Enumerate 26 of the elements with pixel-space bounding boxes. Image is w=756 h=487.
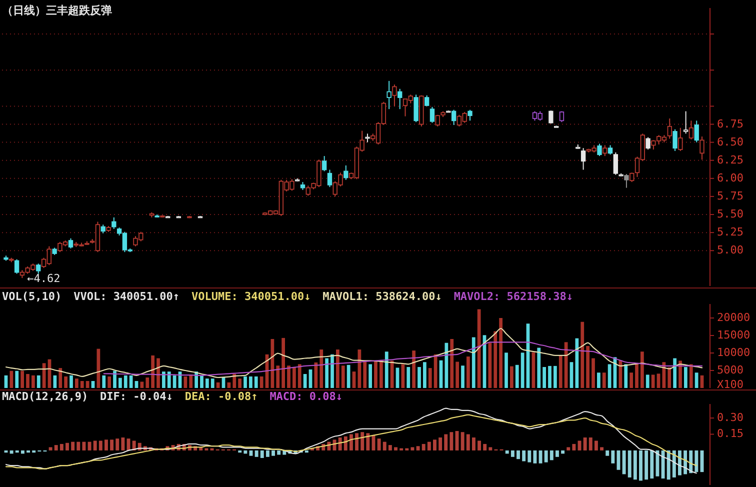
y-tick-label: 5.75 — [717, 189, 744, 202]
y-tick-label: 6.75 — [717, 117, 744, 130]
y-tick-label: 6.25 — [717, 153, 744, 166]
text: MAVOL1: 538624.00↓ — [322, 290, 442, 303]
text: MACD: 0.08↓ — [270, 390, 343, 403]
text: VOLUME: 340051.00↓ — [192, 290, 311, 303]
y-tick-label: 10000 — [717, 346, 750, 360]
y-tick-label: 5.00 — [717, 244, 744, 257]
chart-title: MACD(12,26,9) — [2, 390, 88, 403]
chart-title: VOL(5,10) — [2, 290, 62, 303]
y-tick-label: 5000 — [717, 364, 744, 377]
text: DEA: -0.08↑ — [184, 390, 258, 403]
chart-title: （日线）三丰超跌反弹 — [2, 4, 112, 17]
y-tick-label: 20000 — [717, 311, 750, 324]
y-tick-label: 5.50 — [717, 208, 744, 221]
y-tick-label: 6.50 — [717, 135, 744, 148]
text: VVOL: 340051.00↑ — [74, 290, 180, 303]
y-tick-label: 6.00 — [717, 171, 744, 184]
y-tick-label: 15000 — [717, 328, 750, 342]
y-tick-label: 0.15 — [717, 427, 744, 440]
text: MAVOL2: 562158.38↓ — [454, 290, 574, 303]
y-tick-label: 0.30 — [717, 411, 744, 424]
y-axis-title: X100 — [717, 378, 744, 391]
annotation: ←4.62 — [27, 272, 60, 286]
y-tick-label: 5.25 — [717, 226, 744, 239]
text: DIF: -0.04↓ — [100, 390, 173, 403]
